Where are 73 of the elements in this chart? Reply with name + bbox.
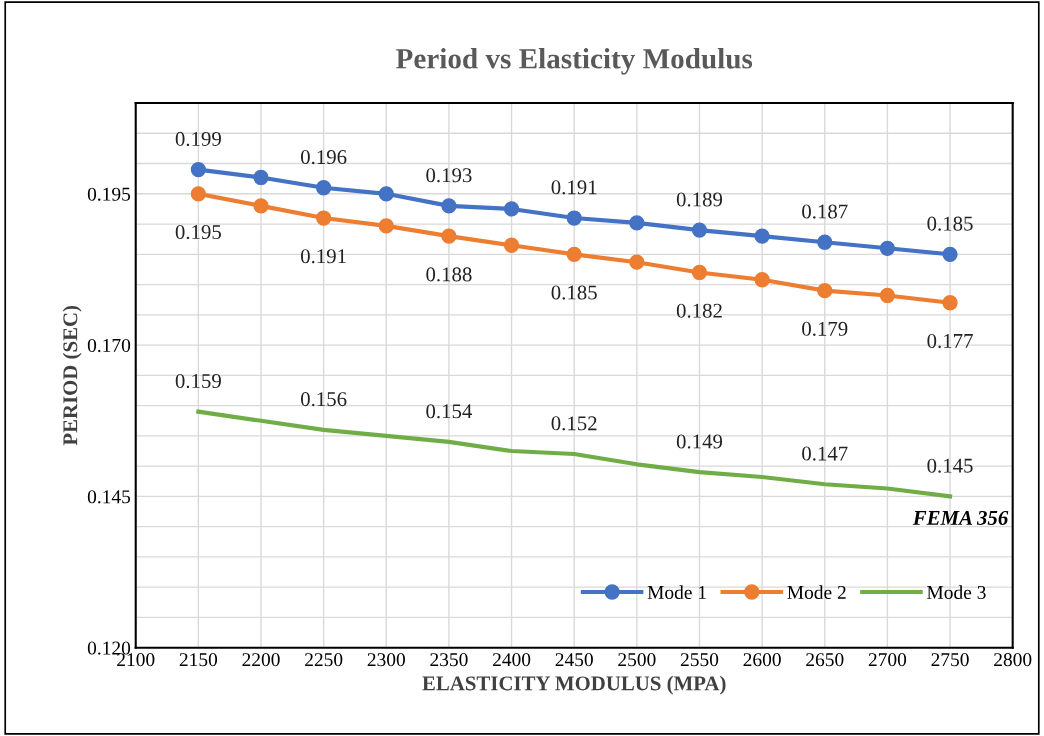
x-tick-label: 2650 xyxy=(806,653,844,667)
data-label: 0.149 xyxy=(676,434,723,449)
data-label: 0.193 xyxy=(426,168,472,183)
data-label: 0.145 xyxy=(927,458,973,473)
x-tick-label: 2350 xyxy=(430,653,468,667)
y-tick-label: 0.145 xyxy=(87,490,131,504)
point xyxy=(316,210,332,226)
data-label: 0.185 xyxy=(551,285,597,300)
data-label: 0.154 xyxy=(426,404,473,419)
point xyxy=(441,228,457,244)
data-label: 0.195 xyxy=(175,224,221,240)
data-label: 0.159 xyxy=(175,373,221,389)
point xyxy=(629,215,645,231)
data-label: 0.188 xyxy=(426,267,472,282)
x-tick-label: 2750 xyxy=(931,653,969,667)
point xyxy=(566,210,582,226)
x-tick-label: 2800 xyxy=(994,653,1032,667)
data-label: 0.156 xyxy=(301,392,347,407)
x-tick-label: 2600 xyxy=(743,653,781,667)
point xyxy=(503,201,520,217)
y-axis-title: PERIOD (SEC) xyxy=(62,305,82,446)
data-label: 0.185 xyxy=(927,216,973,231)
data-label: 0.152 xyxy=(551,416,597,431)
point xyxy=(879,240,896,256)
data-label: 0.191 xyxy=(551,180,597,195)
x-tick-label: 2400 xyxy=(492,653,531,667)
point xyxy=(190,186,206,202)
point xyxy=(879,287,896,304)
point xyxy=(629,254,645,270)
x-tick-label: 2150 xyxy=(179,653,218,667)
data-label: 0.182 xyxy=(676,303,722,318)
x-tick-label: 2250 xyxy=(305,653,343,667)
data-label: 0.199 xyxy=(175,131,221,147)
point xyxy=(566,246,582,262)
data-label: 0.147 xyxy=(802,446,848,461)
data-label: 0.179 xyxy=(802,321,848,336)
point xyxy=(253,169,269,186)
y-tick-label: 0.120 xyxy=(87,641,131,655)
y-tick-label: 0.170 xyxy=(87,338,131,353)
legend-label: Mode 2 xyxy=(787,585,846,599)
point xyxy=(316,180,332,196)
point xyxy=(190,161,206,178)
legend-label: Mode 1 xyxy=(647,585,706,599)
x-tick-label: 2500 xyxy=(618,653,656,667)
point xyxy=(691,222,708,238)
data-label: 0.187 xyxy=(802,204,848,219)
point xyxy=(378,186,394,202)
annotation: FEMA 356 xyxy=(912,510,1009,525)
data-label: 0.196 xyxy=(301,150,347,165)
x-tick-label: 2550 xyxy=(680,653,719,667)
data-label: 0.189 xyxy=(676,192,723,207)
point xyxy=(942,246,958,262)
point xyxy=(441,198,457,214)
x-tick-label: 2200 xyxy=(242,653,280,667)
point xyxy=(378,218,394,234)
point xyxy=(691,264,708,281)
data-label: 0.177 xyxy=(927,333,973,349)
legend-label: Mode 3 xyxy=(927,585,986,599)
y-tick-label: 0.195 xyxy=(87,187,131,201)
point xyxy=(942,295,958,311)
point xyxy=(817,234,833,250)
point xyxy=(503,237,520,253)
point xyxy=(754,228,770,244)
x-tick-label: 2100 xyxy=(117,653,155,667)
point xyxy=(754,272,770,288)
x-tick-label: 2450 xyxy=(555,653,593,667)
point xyxy=(253,198,269,214)
point xyxy=(817,282,833,299)
x-axis-title: ELASTICITY MODULUS (MPA) xyxy=(422,675,726,695)
x-tick-label: 2700 xyxy=(868,653,907,667)
x-tick-label: 2300 xyxy=(367,653,405,667)
data-label: 0.191 xyxy=(301,249,346,264)
chart-title: Period vs Elasticity Modulus xyxy=(396,48,753,75)
